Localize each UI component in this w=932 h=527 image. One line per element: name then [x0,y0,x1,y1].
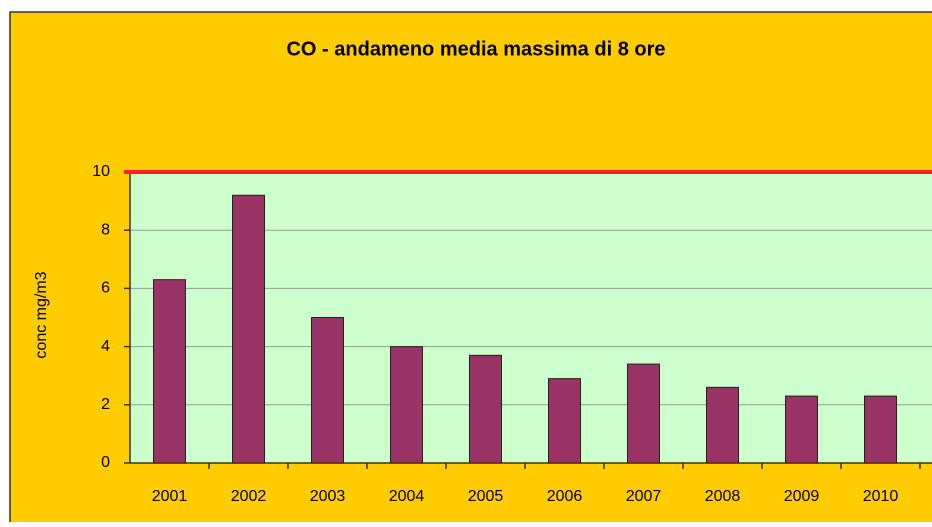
x-tick-label: 2005 [468,488,504,505]
bar [864,395,897,464]
y-tick-label: 0 [101,454,110,471]
x-tick-label: 2003 [310,488,346,505]
bar [311,317,344,464]
x-tick-label: 2004 [389,488,425,505]
x-tick-label: 2002 [231,488,267,505]
y-tick-label: 8 [101,221,110,238]
y-axis-label: conc mg/m3 [33,271,50,358]
bar [785,395,818,464]
y-tick-label: 4 [101,338,110,355]
bar [390,346,423,464]
y-tick-label: 6 [101,280,110,297]
y-tick-label: 2 [101,396,110,413]
x-tick-label: 2001 [152,488,188,505]
bar [153,279,186,464]
bar [706,386,739,464]
x-tick-label: 2010 [863,488,899,505]
x-tick-label: 2008 [705,488,741,505]
bar [548,378,581,464]
chart-title: CO - andameno media massima di 8 ore [286,38,665,60]
y-tick-label: 10 [92,163,110,180]
x-tick-label: 2007 [626,488,662,505]
bar [469,354,502,464]
x-tick-label: 2009 [784,488,820,505]
bar [232,194,265,464]
bar [627,363,660,464]
x-tick-label: 2006 [547,488,583,505]
